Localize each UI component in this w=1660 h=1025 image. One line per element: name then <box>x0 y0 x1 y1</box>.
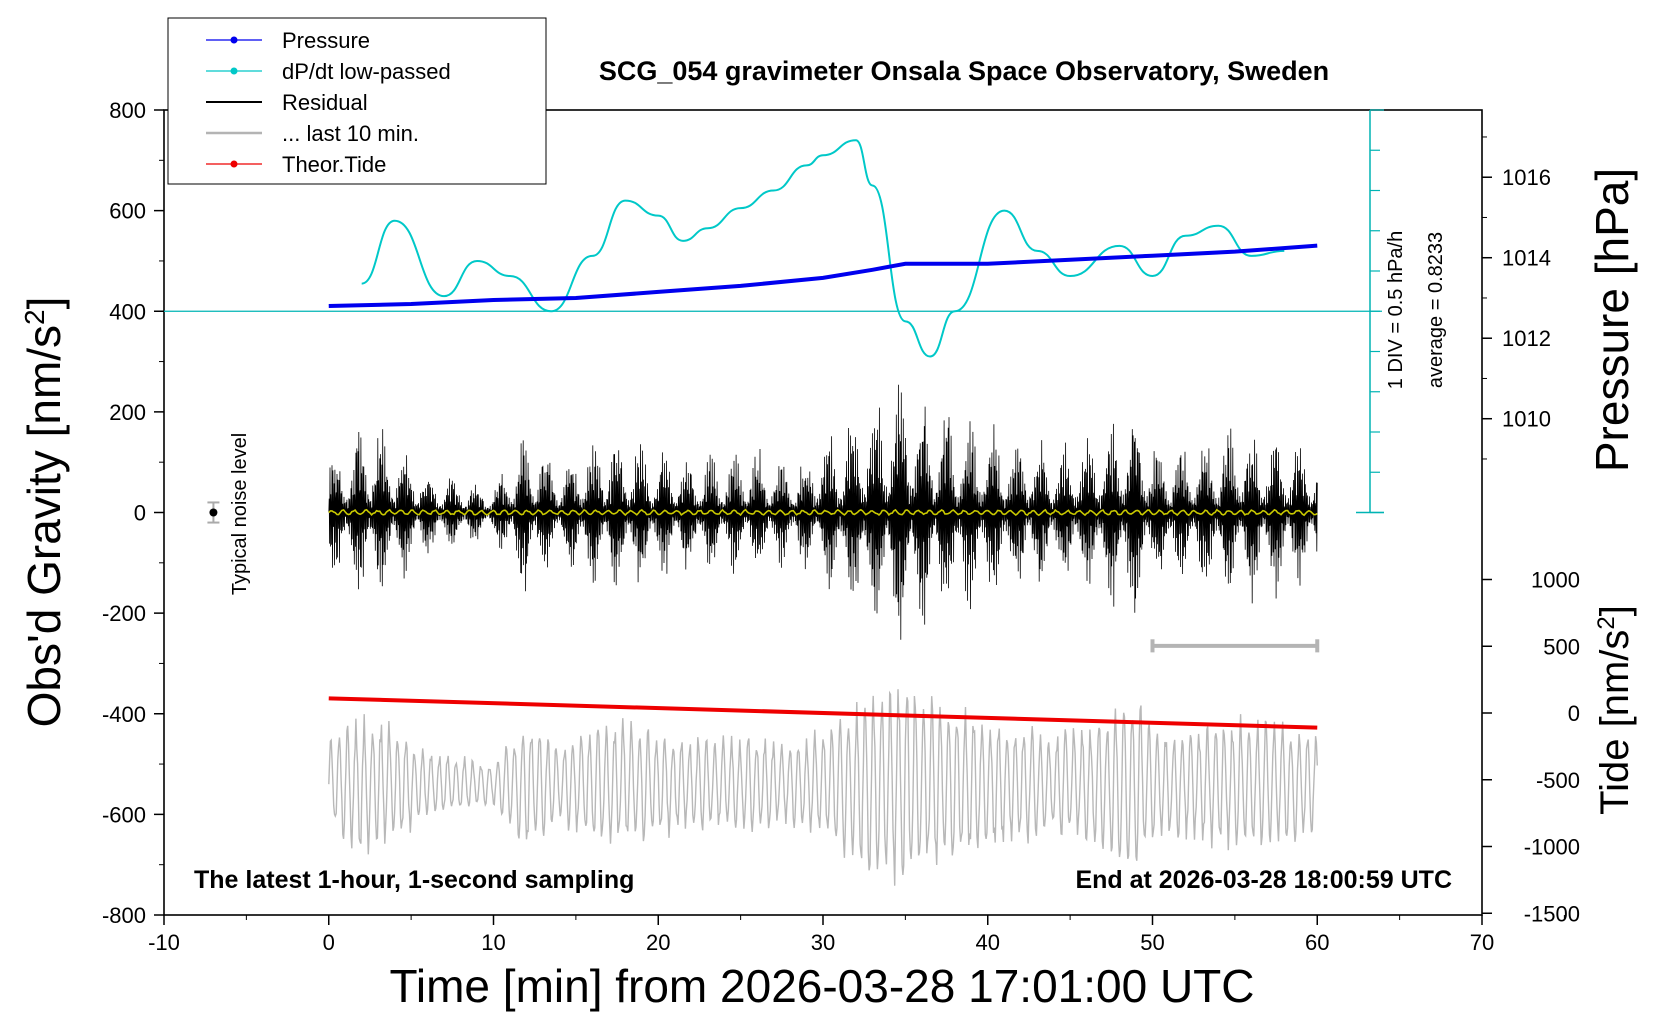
y-axis-label-left-text: Obs'd Gravity [nm/s <box>18 325 70 727</box>
last-10-min-line <box>328 689 1318 886</box>
sampling-note: The latest 1-hour, 1-second sampling <box>194 866 634 894</box>
legend-label-last10: ... last 10 min. <box>282 121 419 146</box>
y-tick-label-left: -600 <box>102 802 146 827</box>
y-tick-label-left: -200 <box>102 601 146 626</box>
x-tick-label: 10 <box>481 930 505 955</box>
dpdt-line <box>361 139 1285 358</box>
x-tick-label: 20 <box>646 930 670 955</box>
pressure-tick-label: 1016 <box>1502 165 1551 190</box>
legend-item-dpdt: dP/dt low-passed <box>206 59 451 84</box>
y-tick-label-left: 600 <box>109 199 146 224</box>
y-axis-label-left-sup: 2 <box>19 309 50 325</box>
noise-level-label: Typical noise level <box>229 433 251 595</box>
x-tick-label: 70 <box>1470 930 1494 955</box>
tide-tick-label: -1000 <box>1524 835 1580 860</box>
y-tick-label-left: -800 <box>102 903 146 928</box>
pressure-tick-label: 1010 <box>1502 407 1551 432</box>
x-tick-label: 0 <box>323 930 335 955</box>
legend-item-tide: Theor.Tide <box>206 152 386 177</box>
pressure-tick-label: 1012 <box>1502 326 1551 351</box>
legend-item-pressure: Pressure <box>206 28 370 53</box>
legend-label-tide: Theor.Tide <box>282 152 386 177</box>
x-tick-label: -10 <box>148 930 180 955</box>
pressure-line <box>328 243 1318 309</box>
x-tick-label: 30 <box>811 930 835 955</box>
noise-marker <box>209 508 218 517</box>
y-axis-label-left: Obs'd Gravity [nm/s2] <box>18 297 70 728</box>
x-tick-label: 50 <box>1140 930 1164 955</box>
tide-tick-label: 1000 <box>1531 568 1580 593</box>
residual-line <box>328 384 1318 640</box>
legend-label-pressure: Pressure <box>282 28 370 53</box>
y-tick-label-left: 800 <box>109 98 146 123</box>
dpdt-div-label: 1 DIV = 0.5 hPa/h <box>1385 231 1407 389</box>
y-tick-label-left: 0 <box>134 501 146 526</box>
legend-marker-tide <box>230 160 238 168</box>
axis-ticks: -10 0 10 20 30 40 50 60 70 800 600 400 200 0 -200 -400 -… <box>102 98 1580 955</box>
legend-item-last10: ... last 10 min. <box>206 121 419 146</box>
dpdt-average-label: average = 0.8233 <box>1425 232 1447 388</box>
chart-title: SCG_054 gravimeter Onsala Space Observat… <box>599 56 1329 86</box>
tide-line <box>328 696 1318 730</box>
tide-tick-label: -500 <box>1536 768 1580 793</box>
end-time-note: End at 2026-03-28 18:00:59 UTC <box>1075 866 1452 894</box>
legend: Pressure dP/dt low-passed Residual ... l… <box>167 17 547 185</box>
y-tick-label-left: 400 <box>109 299 146 324</box>
y-axis-label-tide-text: Tide [nm/s <box>1593 630 1637 815</box>
x-tick-label: 40 <box>976 930 1000 955</box>
y-axis-label-left-close: ] <box>18 297 70 310</box>
y-axis-label-tide-sup: 2 <box>1593 616 1620 629</box>
legend-label-residual: Residual <box>282 90 368 115</box>
x-axis-label: Time [min] from 2026-03-28 17:01:00 UTC <box>390 960 1255 1012</box>
tide-tick-label: 0 <box>1568 701 1580 726</box>
y-tick-label-left: 200 <box>109 400 146 425</box>
tide-tick-label: 500 <box>1543 634 1580 659</box>
legend-item-residual: Residual <box>206 90 368 115</box>
legend-marker-pressure <box>230 36 238 44</box>
residual-lowpass-line <box>328 508 1318 517</box>
y-axis-label-pressure: Pressure [hPa] <box>1586 168 1638 472</box>
tide-tick-label: -1500 <box>1524 901 1580 926</box>
y-tick-label-left: -400 <box>102 702 146 727</box>
y-axis-label-tide-close: ] <box>1593 605 1637 616</box>
x-tick-label: 60 <box>1305 930 1329 955</box>
legend-marker-dpdt <box>230 67 238 75</box>
legend-label-dpdt: dP/dt low-passed <box>282 59 451 84</box>
series-layer <box>164 109 1384 886</box>
y-axis-label-tide: Tide [nm/s2] <box>1593 605 1637 815</box>
pressure-tick-label: 1014 <box>1502 246 1551 271</box>
